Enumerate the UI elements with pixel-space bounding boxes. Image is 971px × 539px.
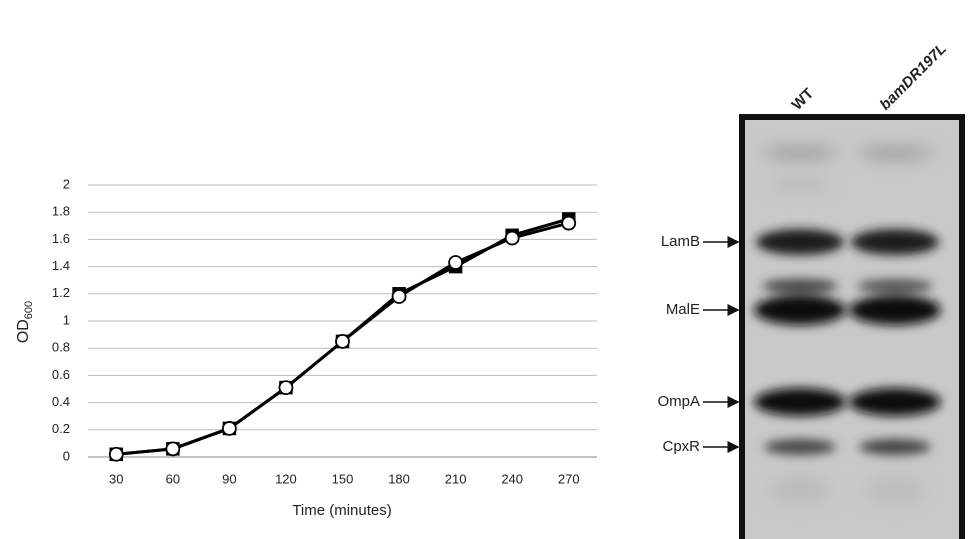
x-tick-label: 30: [109, 471, 123, 486]
y-tick-label: 0.6: [52, 367, 70, 382]
y-tick-label: 1.6: [52, 231, 70, 246]
marker: [393, 290, 406, 303]
x-axis-label: Time (minutes): [292, 502, 391, 519]
gel-panel: WT bamDR197L LamB MalE OmpA CpxR: [657, 40, 962, 539]
y-tick-label: 1.8: [52, 204, 70, 219]
marker: [336, 335, 349, 348]
x-tick-label: 240: [501, 471, 523, 486]
lane-label: bamDR197L: [877, 40, 950, 113]
band-label: MalE: [666, 301, 700, 318]
x-tick-label: 120: [275, 471, 297, 486]
marker: [279, 381, 292, 394]
y-label-main: OD: [15, 319, 32, 343]
figure: Time (minutes) OD600 WTbamDR197LLamBMalE…: [0, 0, 971, 539]
y-axis-label: OD600: [15, 301, 35, 343]
y-tick-label: 1.2: [52, 285, 70, 300]
x-tick-label: 180: [388, 471, 410, 486]
marker: [110, 448, 123, 461]
page: Time (minutes) OD600 WTbamDR197LLamBMalE…: [0, 0, 971, 539]
y-tick-label: 1: [63, 312, 70, 327]
y-tick-label: 0: [63, 448, 70, 463]
x-tick-label: 150: [332, 471, 354, 486]
y-label-sub: 600: [23, 301, 35, 319]
marker: [562, 217, 575, 230]
x-tick-label: 210: [445, 471, 467, 486]
y-tick-label: 1.4: [52, 258, 70, 273]
band-label: LamB: [661, 233, 700, 250]
lane-label: WT: [789, 85, 818, 114]
y-tick-label: 2: [63, 176, 70, 191]
band-label: CpxR: [662, 438, 700, 455]
y-tick-label: 0.4: [52, 394, 70, 409]
y-tick-label: 0.2: [52, 421, 70, 436]
marker: [223, 422, 236, 435]
x-tick-label: 90: [222, 471, 236, 486]
marker: [449, 256, 462, 269]
marker: [166, 442, 179, 455]
x-tick-label: 60: [166, 471, 180, 486]
band-label: OmpA: [657, 393, 700, 410]
x-tick-label: 270: [558, 471, 580, 486]
gel-background: [742, 117, 962, 539]
marker: [506, 232, 519, 245]
y-tick-label: 0.8: [52, 340, 70, 355]
